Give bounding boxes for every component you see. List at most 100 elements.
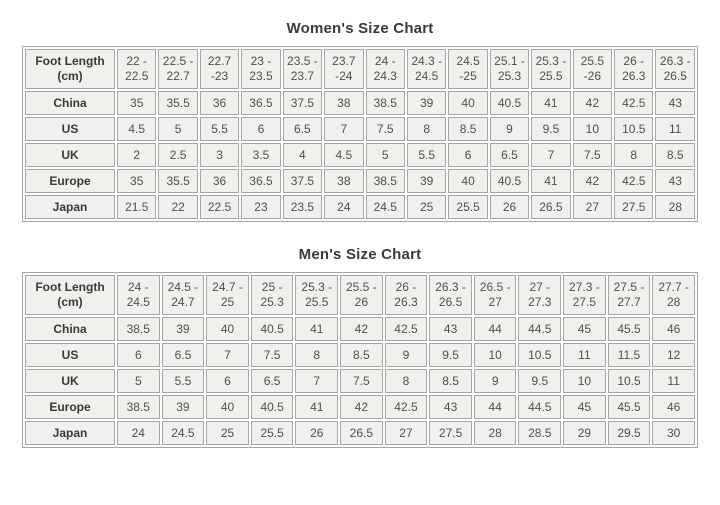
row-label-cell: Japan (25, 421, 115, 445)
size-value-cell: 8.5 (429, 369, 472, 393)
size-value-cell: 6 (448, 143, 488, 167)
column-header-cell: 24 - 24.3 (365, 49, 405, 89)
size-value-cell: 36.5 (241, 169, 281, 193)
size-value-cell: 7.5 (250, 343, 294, 367)
size-value-cell: 44 (473, 395, 517, 419)
size-value-cell: 7.5 (572, 143, 613, 167)
row-label-cell: UK (25, 143, 115, 167)
size-value-cell: 11 (563, 343, 606, 367)
size-value-cell: 40 (206, 317, 249, 341)
column-header-cell: 26.3 - 26.5 (429, 275, 472, 315)
size-value-cell: 28 (655, 195, 695, 219)
size-value-cell: 5 (117, 369, 160, 393)
size-value-cell: 40 (206, 395, 249, 419)
size-value-cell: 9.5 (531, 117, 571, 141)
size-value-cell: 28 (473, 421, 517, 445)
row-label-cell: Europe (25, 395, 115, 419)
size-value-cell: 46 (652, 395, 695, 419)
size-value-cell: 41 (531, 169, 571, 193)
size-value-cell: 4.5 (324, 143, 364, 167)
size-value-cell: 38.5 (365, 169, 405, 193)
size-value-cell: 5.5 (406, 143, 447, 167)
size-value-cell: 42.5 (384, 317, 428, 341)
column-header-cell: 25 - 25.3 (250, 275, 294, 315)
size-value-cell: 43 (655, 169, 695, 193)
size-value-cell: 38.5 (117, 395, 160, 419)
size-value-cell: 24 (324, 195, 364, 219)
column-header-cell: 24.7 - 25 (206, 275, 249, 315)
table-row: China 38.5 39 40 40.5 41 42 42.5 43 44 44.5 45 45.5 4… (25, 317, 695, 341)
table-row: UK 2 2.5 3 3.5 4 4.5 5 5.5 6 6.5 7 7.5 8 8.5 (25, 143, 695, 167)
size-value-cell: 45.5 (607, 395, 651, 419)
size-value-cell: 45.5 (607, 317, 651, 341)
table-row: UK 5 5.5 6 6.5 7 7.5 8 8.5 9 9.5 10 10.5 11 (25, 369, 695, 393)
size-value-cell: 9 (384, 343, 428, 367)
size-value-cell: 6.5 (161, 343, 205, 367)
size-value-cell: 36 (199, 169, 240, 193)
size-value-cell: 45 (563, 395, 606, 419)
row-label-cell: Europe (25, 169, 115, 193)
size-value-cell: 39 (161, 395, 205, 419)
size-value-cell: 38.5 (365, 91, 405, 115)
table-row: Japan 21.5 22 22.5 23 23.5 24 24.5 25 25.5 26 26.5 2… (25, 195, 695, 219)
size-value-cell: 11 (655, 117, 695, 141)
size-value-cell: 6.5 (250, 369, 294, 393)
size-value-cell: 7 (531, 143, 571, 167)
size-value-cell: 26.5 (531, 195, 571, 219)
women-size-table: Foot Length (cm) 22 - 22.5 22.5 - 22.7 22.7… (22, 46, 698, 222)
size-value-cell: 6 (117, 343, 160, 367)
size-value-cell: 3.5 (241, 143, 281, 167)
foot-length-header-cell: Foot Length (cm) (25, 275, 115, 315)
column-header-cell: 22 - 22.5 (117, 49, 157, 89)
size-value-cell: 6.5 (282, 117, 323, 141)
header-row: Foot Length (cm) 22 - 22.5 22.5 - 22.7 22.7… (25, 49, 695, 89)
size-value-cell: 4 (282, 143, 323, 167)
row-label-cell: China (25, 91, 115, 115)
size-value-cell: 43 (655, 91, 695, 115)
size-value-cell: 24.5 (161, 421, 205, 445)
table-row: Europe 38.5 39 40 40.5 41 42 42.5 43 44 44.5 45 45.5… (25, 395, 695, 419)
size-value-cell: 24 (117, 421, 160, 445)
size-value-cell: 29 (563, 421, 606, 445)
column-header-cell: 25.1 - 25.3 (489, 49, 530, 89)
size-value-cell: 35.5 (158, 169, 198, 193)
size-value-cell: 40.5 (250, 395, 294, 419)
column-header-cell: 22.5 - 22.7 (158, 49, 198, 89)
size-value-cell: 11.5 (607, 343, 651, 367)
column-header-cell: 25.5 - 26 (340, 275, 383, 315)
column-header-cell: 27 - 27.3 (518, 275, 562, 315)
size-value-cell: 37.5 (282, 169, 323, 193)
size-value-cell: 22.5 (199, 195, 240, 219)
size-value-cell: 42 (340, 317, 383, 341)
size-value-cell: 10 (572, 117, 613, 141)
size-value-cell: 35 (117, 91, 157, 115)
column-header-cell: 23 - 23.5 (241, 49, 281, 89)
row-label-cell: Japan (25, 195, 115, 219)
size-value-cell: 6 (241, 117, 281, 141)
size-value-cell: 8 (614, 143, 654, 167)
column-header-cell: 24.3 - 24.5 (406, 49, 447, 89)
size-value-cell: 40.5 (489, 169, 530, 193)
men-size-table: Foot Length (cm) 24 - 24.5 24.5 - 24.7 24.7… (22, 272, 698, 448)
size-value-cell: 23.5 (282, 195, 323, 219)
column-header-cell: 25.5 -26 (572, 49, 613, 89)
size-value-cell: 44.5 (518, 317, 562, 341)
size-value-cell: 45 (563, 317, 606, 341)
foot-length-header-cell: Foot Length (cm) (25, 49, 115, 89)
size-value-cell: 42.5 (384, 395, 428, 419)
size-value-cell: 38 (324, 91, 364, 115)
size-value-cell: 7.5 (365, 117, 405, 141)
size-value-cell: 21.5 (117, 195, 157, 219)
size-value-cell: 10 (563, 369, 606, 393)
size-value-cell: 26 (489, 195, 530, 219)
size-value-cell: 28.5 (518, 421, 562, 445)
column-header-cell: 26 - 26.3 (614, 49, 654, 89)
size-value-cell: 10.5 (614, 117, 654, 141)
size-value-cell: 35.5 (158, 91, 198, 115)
column-header-cell: 23.7 -24 (324, 49, 364, 89)
size-value-cell: 11 (652, 369, 695, 393)
size-value-cell: 42 (572, 91, 613, 115)
column-header-cell: 25.3 - 25.5 (295, 275, 339, 315)
size-value-cell: 25 (406, 195, 447, 219)
size-value-cell: 8.5 (448, 117, 488, 141)
